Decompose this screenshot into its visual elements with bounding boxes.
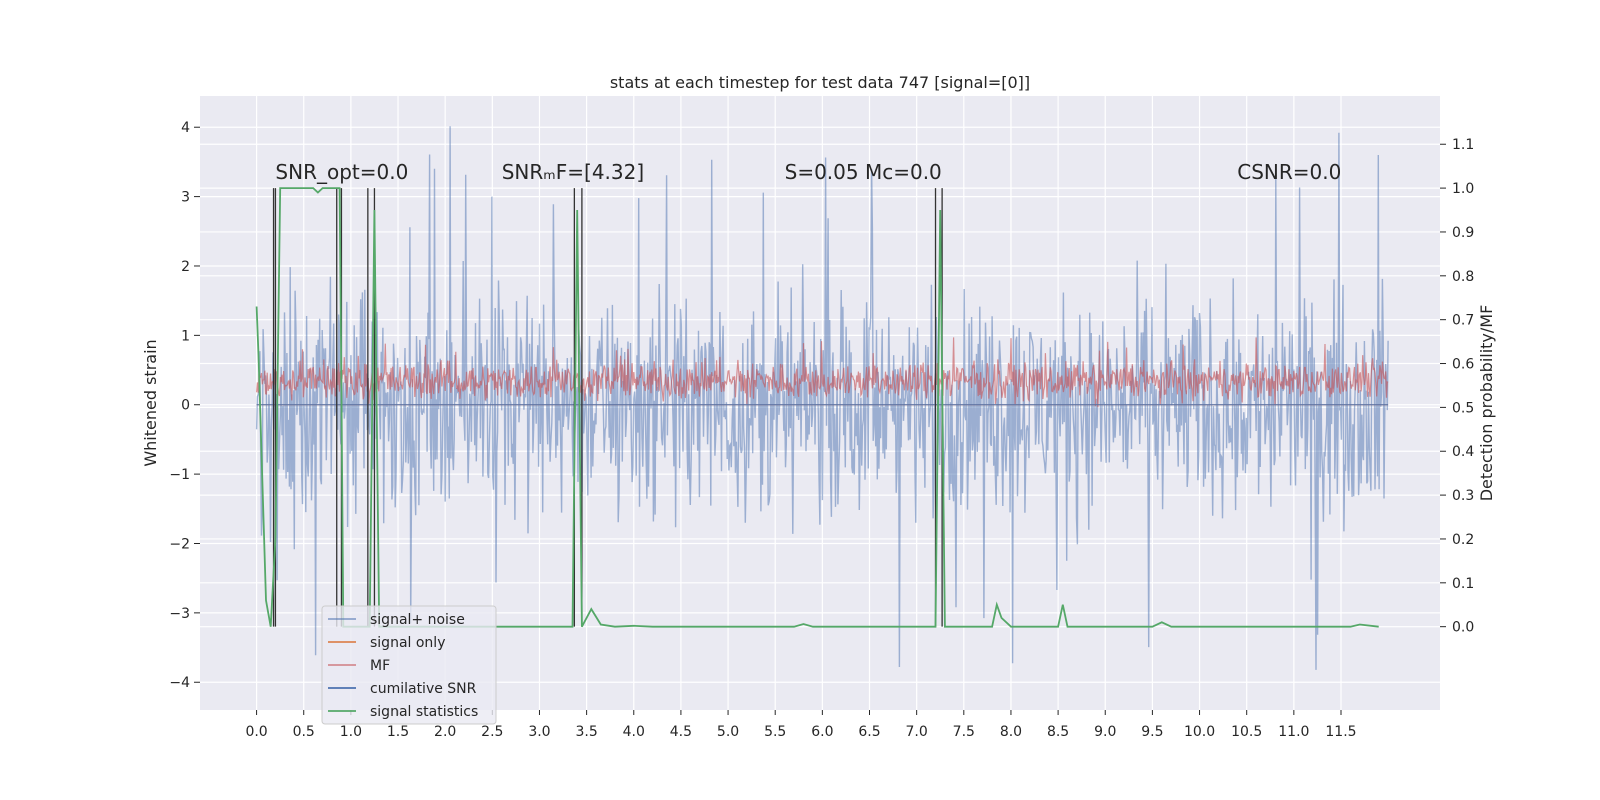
x-tick-label: 4.0 <box>623 724 645 740</box>
annotation-text: S=0.05 Mᴄ=0.0 <box>785 160 942 184</box>
y-axis-label: Whitened strain <box>141 339 160 466</box>
x-tick-label: 1.0 <box>340 724 362 740</box>
x-tick-label: 0.5 <box>293 724 315 740</box>
series-line-mf <box>256 337 1389 408</box>
series-line-signal-noise <box>255 126 1389 670</box>
y-tick-label-right: 0.3 <box>1452 488 1474 504</box>
x-tick-label: 11.5 <box>1325 724 1356 740</box>
y-tick-label-right: 0.7 <box>1452 313 1474 329</box>
x-tick-label: 2.5 <box>481 724 503 740</box>
y-tick-label-right: 0.4 <box>1452 444 1474 460</box>
y-tick-label: −3 <box>169 606 190 622</box>
x-tick-label: 9.0 <box>1094 724 1116 740</box>
x-tick-label: 10.0 <box>1184 724 1215 740</box>
x-tick-label: 4.5 <box>670 724 692 740</box>
y-tick-label: 3 <box>181 190 190 206</box>
series-line-signal-statistics <box>255 187 1379 628</box>
x-tick-label: 3.5 <box>575 724 597 740</box>
annotations: SNR_opt=0.0 SNRₘF=[4.32] S=0.05 Mᴄ=0.0 CSNR… <box>275 160 1341 184</box>
legend-entry-label: cumilative SNR <box>370 681 477 697</box>
x-tick-label: 5.5 <box>764 724 786 740</box>
y-tick-label-right: 0.9 <box>1452 225 1474 241</box>
x-tick-label: 5.0 <box>717 724 739 740</box>
legend-box <box>321 605 497 725</box>
y-tick-label: −4 <box>169 675 190 691</box>
x-tick-label: 11.0 <box>1278 724 1309 740</box>
legend-entry-label: MF <box>370 658 390 674</box>
y-tick-label: 1 <box>181 328 190 344</box>
legend-entry-label: signal+ noise <box>370 612 465 628</box>
x-tick-label: 1.5 <box>387 724 409 740</box>
y-tick-label-right: 0.8 <box>1452 269 1474 285</box>
y-axis-label-right: Detection probability/MF <box>1477 305 1496 502</box>
y-tick-label-right: 0.6 <box>1452 357 1474 373</box>
y-tick-label: −1 <box>169 467 190 483</box>
x-tick-label: 6.5 <box>858 724 880 740</box>
y-tick-label-right: 0.0 <box>1452 620 1474 636</box>
x-tick-label: 3.0 <box>528 724 550 740</box>
legend: signal+ noise signal only MF cumilative SNR… <box>321 605 497 725</box>
y-tick-label-right: 0.2 <box>1452 532 1474 548</box>
annotation-text: SNR_opt=0.0 <box>275 160 408 184</box>
y-tick-label-right: 1.1 <box>1452 137 1474 153</box>
legend-entry-label: signal statistics <box>370 704 478 720</box>
x-tick-label: 10.5 <box>1231 724 1262 740</box>
annotation-text: CSNR=0.0 <box>1237 160 1341 184</box>
x-tick-label: 2.0 <box>434 724 456 740</box>
y-tick-label-right: 1.0 <box>1452 181 1474 197</box>
chart-title: stats at each timestep for test data 747… <box>610 73 1030 92</box>
y-tick-label: 4 <box>181 120 190 136</box>
x-tick-label: 6.0 <box>811 724 833 740</box>
y-tick-label: 2 <box>181 259 190 275</box>
y-tick-label: −2 <box>169 536 190 552</box>
x-tick-label: 7.0 <box>906 724 928 740</box>
y-tick-label-right: 0.5 <box>1452 400 1474 416</box>
x-tick-label: 9.5 <box>1141 724 1163 740</box>
axes: 0.0 0.5 1.0 1.5 2.0 2.5 3.0 3.5 4.0 4.5 5.0 5.5 6.0 6… <box>169 120 1474 740</box>
plot-area <box>255 126 1389 670</box>
grid <box>200 96 1440 710</box>
x-tick-label: 0.0 <box>245 724 267 740</box>
x-tick-label: 8.5 <box>1047 724 1069 740</box>
y-tick-label-right: 0.1 <box>1452 576 1474 592</box>
x-tick-label: 8.0 <box>1000 724 1022 740</box>
annotation-text: SNRₘF=[4.32] <box>502 160 644 184</box>
x-tick-label: 7.5 <box>953 724 975 740</box>
y-tick-label: 0 <box>181 398 190 414</box>
legend-entry-label: signal only <box>370 635 445 651</box>
